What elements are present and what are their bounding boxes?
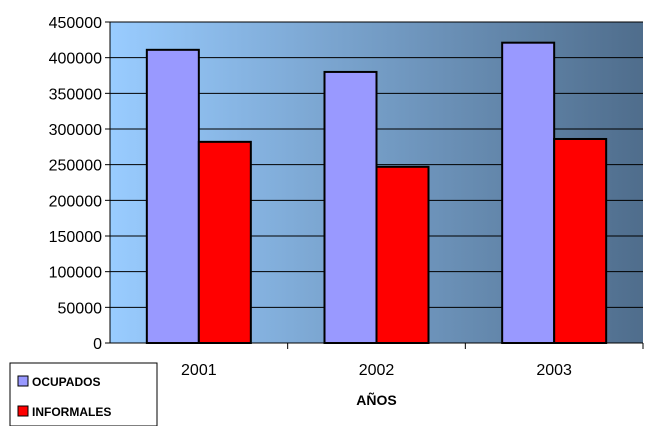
bar-informales-2003 [553, 137, 608, 344]
y-tick-label: 300000 [49, 122, 102, 139]
legend-label-informales: INFORMALES [32, 405, 111, 419]
y-tick-label: 100000 [49, 265, 102, 282]
legend-swatch-informales [17, 405, 29, 417]
legend: OCUPADOS INFORMALES [9, 362, 158, 426]
bar-ocupados-2003 [501, 41, 556, 344]
y-tick-label: 250000 [49, 158, 102, 175]
bar-informales-2001 [197, 140, 252, 344]
y-axis-ticks: 0 50000 100000 150000 200000 250000 300000 3500… [49, 15, 110, 353]
bar-ocupados-2001 [145, 48, 200, 344]
x-tick-label: 2002 [359, 362, 395, 379]
x-axis-title: AÑOS [356, 391, 396, 408]
y-tick-label: 400000 [49, 51, 102, 68]
bar-informales-2002 [375, 165, 430, 344]
legend-swatch-ocupados [17, 375, 29, 387]
legend-label-ocupados: OCUPADOS [32, 375, 100, 389]
y-tick-label: 50000 [58, 300, 103, 317]
y-tick-label: 450000 [49, 15, 102, 32]
y-tick-label: 0 [93, 336, 102, 353]
x-axis-ticks: 2001 2002 2003 [181, 343, 644, 379]
x-tick-label: 2003 [536, 362, 572, 379]
bar-ocupados-2002 [323, 70, 378, 345]
y-tick-label: 200000 [49, 193, 102, 210]
y-tick-label: 150000 [49, 229, 102, 246]
y-tick-label: 350000 [49, 86, 102, 103]
x-tick-label: 2001 [181, 362, 217, 379]
legend-box [9, 362, 158, 426]
